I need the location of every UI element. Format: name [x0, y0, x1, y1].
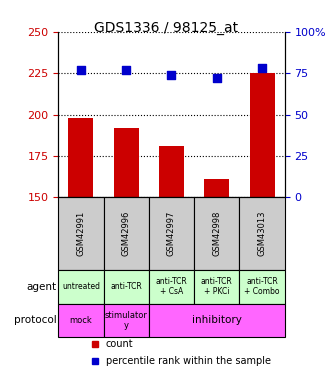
- Text: protocol: protocol: [14, 315, 57, 326]
- Bar: [58, 303, 104, 337]
- Text: stimulator
y: stimulator y: [105, 310, 148, 330]
- Bar: [58, 270, 104, 303]
- Text: count: count: [106, 339, 134, 349]
- Text: GSM42998: GSM42998: [212, 211, 221, 256]
- Bar: [149, 198, 194, 270]
- Bar: [104, 303, 149, 337]
- Bar: [104, 270, 149, 303]
- Text: anti-TCR
+ CsA: anti-TCR + CsA: [156, 277, 187, 296]
- Bar: [204, 179, 229, 198]
- Bar: [239, 270, 285, 303]
- Text: GSM42997: GSM42997: [167, 211, 176, 256]
- Text: GSM43013: GSM43013: [257, 211, 267, 256]
- Text: inhibitory: inhibitory: [192, 315, 242, 326]
- Bar: [69, 118, 93, 198]
- Point: [169, 72, 174, 78]
- Text: anti-TCR
+ PKCi: anti-TCR + PKCi: [201, 277, 233, 296]
- Text: anti-TCR: anti-TCR: [110, 282, 142, 291]
- Bar: [239, 198, 285, 270]
- Text: percentile rank within the sample: percentile rank within the sample: [106, 356, 271, 366]
- Text: anti-TCR
+ Combo: anti-TCR + Combo: [244, 277, 280, 296]
- Bar: [114, 128, 139, 198]
- Point: [124, 67, 129, 73]
- Text: GDS1336 / 98125_at: GDS1336 / 98125_at: [95, 21, 238, 34]
- Point: [214, 75, 219, 81]
- Bar: [149, 270, 194, 303]
- Text: GSM42991: GSM42991: [76, 211, 86, 256]
- Text: mock: mock: [70, 316, 92, 325]
- Text: GSM42996: GSM42996: [122, 211, 131, 256]
- Text: agent: agent: [27, 282, 57, 292]
- Point: [259, 65, 265, 71]
- Bar: [250, 73, 274, 198]
- Bar: [194, 270, 239, 303]
- Bar: [194, 198, 239, 270]
- Bar: [58, 198, 104, 270]
- Bar: [149, 303, 285, 337]
- Bar: [159, 146, 184, 198]
- Text: untreated: untreated: [62, 282, 100, 291]
- Point: [78, 67, 84, 73]
- Bar: [104, 198, 149, 270]
